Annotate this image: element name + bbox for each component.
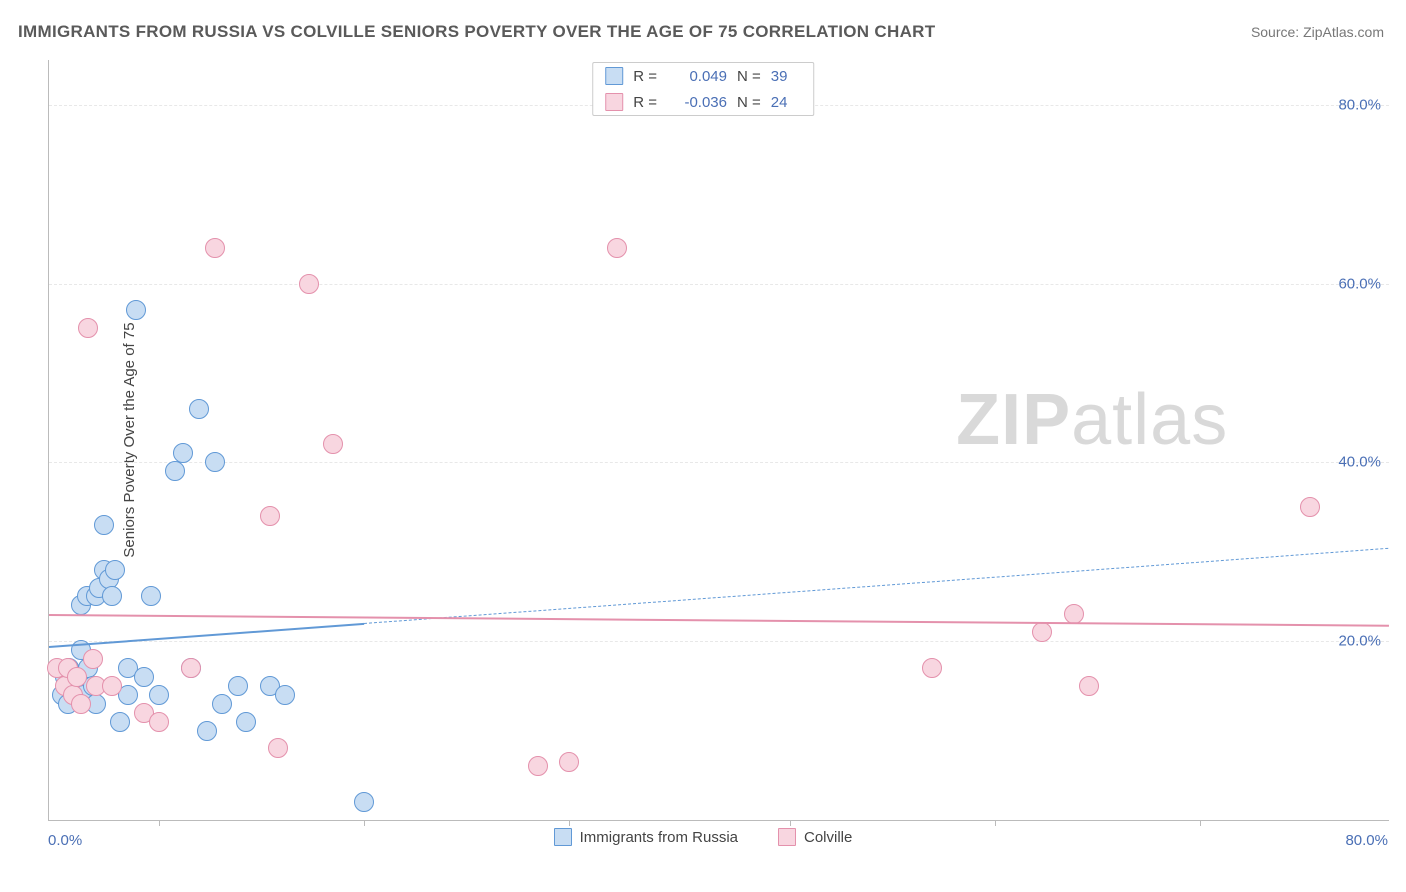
data-point-colville (205, 238, 225, 258)
data-point-russia (110, 712, 130, 732)
x-axis-origin-label: 0.0% (48, 832, 82, 849)
swatch-colville (605, 93, 623, 111)
data-point-colville (78, 318, 98, 338)
data-point-colville (299, 274, 319, 294)
data-point-russia (205, 452, 225, 472)
x-tick-mark (995, 820, 996, 826)
data-point-colville (149, 712, 169, 732)
gridline (49, 284, 1389, 285)
n-label: N = (737, 68, 761, 85)
source-prefix: Source: (1251, 24, 1303, 40)
data-point-russia (165, 461, 185, 481)
data-point-russia (228, 676, 248, 696)
data-point-russia (126, 300, 146, 320)
x-tick-mark (1200, 820, 1201, 826)
r-label: R = (633, 68, 657, 85)
trend-line (364, 547, 1389, 623)
swatch-colville (778, 828, 796, 846)
r-label: R = (633, 94, 657, 111)
x-axis-max-label: 80.0% (1345, 832, 1388, 849)
legend-item-colville: Colville (778, 828, 852, 846)
data-point-russia (354, 792, 374, 812)
gridline (49, 641, 1389, 642)
data-point-colville (922, 658, 942, 678)
y-tick-label: 40.0% (1338, 454, 1381, 471)
data-point-russia (102, 586, 122, 606)
data-point-russia (197, 721, 217, 741)
watermark-bold: ZIP (956, 380, 1071, 460)
data-point-colville (71, 694, 91, 714)
data-point-colville (181, 658, 201, 678)
data-point-russia (134, 667, 154, 687)
n-label: N = (737, 94, 761, 111)
data-point-russia (105, 560, 125, 580)
trend-line (49, 623, 364, 648)
y-tick-label: 60.0% (1338, 275, 1381, 292)
swatch-russia (605, 67, 623, 85)
correlation-row-russia: R = 0.049 N = 39 (593, 63, 813, 89)
swatch-russia (554, 828, 572, 846)
legend-label-russia: Immigrants from Russia (580, 829, 738, 846)
data-point-russia (212, 694, 232, 714)
data-point-colville (1032, 622, 1052, 642)
n-value-russia: 39 (771, 68, 801, 85)
correlation-row-colville: R = -0.036 N = 24 (593, 89, 813, 115)
trend-line (49, 614, 1389, 627)
plot-area: ZIPatlas 20.0% 40.0% 60.0% 80.0% (48, 60, 1389, 821)
y-tick-label: 80.0% (1338, 96, 1381, 113)
legend-label-colville: Colville (804, 829, 852, 846)
data-point-colville (528, 756, 548, 776)
data-point-colville (67, 667, 87, 687)
data-point-colville (1079, 676, 1099, 696)
correlation-chart-canvas: IMMIGRANTS FROM RUSSIA VS COLVILLE SENIO… (0, 0, 1406, 892)
data-point-colville (323, 434, 343, 454)
y-tick-label: 20.0% (1338, 633, 1381, 650)
x-tick-mark (159, 820, 160, 826)
x-tick-mark (364, 820, 365, 826)
watermark-light: atlas (1071, 380, 1228, 460)
data-point-russia (173, 443, 193, 463)
r-value-russia: 0.049 (667, 68, 727, 85)
x-tick-mark (790, 820, 791, 826)
data-point-russia (141, 586, 161, 606)
r-value-colville: -0.036 (667, 94, 727, 111)
source-attribution: Source: ZipAtlas.com (1251, 24, 1384, 40)
data-point-russia (275, 685, 295, 705)
data-point-colville (1300, 497, 1320, 517)
watermark: ZIPatlas (956, 379, 1228, 461)
legend-item-russia: Immigrants from Russia (554, 828, 738, 846)
gridline (49, 462, 1389, 463)
source-name: ZipAtlas.com (1303, 24, 1384, 40)
n-value-colville: 24 (771, 94, 801, 111)
x-tick-mark (569, 820, 570, 826)
data-point-colville (268, 738, 288, 758)
data-point-russia (94, 515, 114, 535)
correlation-legend-box: R = 0.049 N = 39 R = -0.036 N = 24 (592, 62, 814, 116)
chart-title: IMMIGRANTS FROM RUSSIA VS COLVILLE SENIO… (18, 22, 935, 42)
data-point-colville (559, 752, 579, 772)
data-point-colville (102, 676, 122, 696)
data-point-russia (236, 712, 256, 732)
data-point-colville (260, 506, 280, 526)
series-legend: Immigrants from Russia Colville (0, 828, 1406, 846)
data-point-colville (83, 649, 103, 669)
data-point-russia (149, 685, 169, 705)
data-point-colville (607, 238, 627, 258)
data-point-russia (189, 399, 209, 419)
